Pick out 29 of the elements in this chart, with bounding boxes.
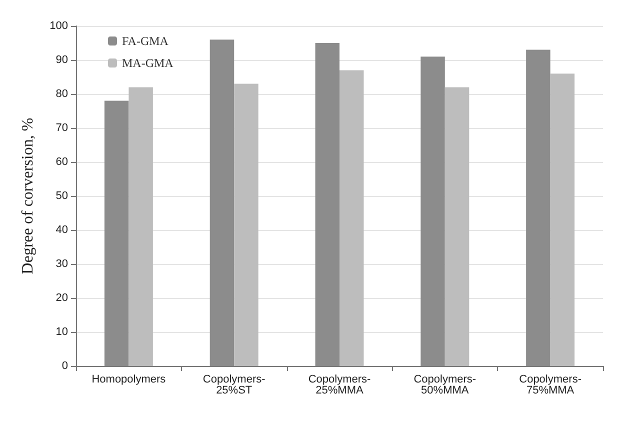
x-tick-label: Copolymers-25%MMA [308,374,372,396]
x-tick-label: Copolymers-25%ST [202,374,266,396]
y-tick-label: 30 [56,258,68,270]
y-tick-label: 10 [56,326,68,338]
bar [550,74,575,366]
legend-label: MA-GMA [122,56,174,70]
y-tick-label: 50 [56,190,68,202]
y-tick-label: 40 [56,224,68,236]
bar [340,70,364,366]
y-tick-label: 100 [50,20,68,32]
bar [104,100,129,366]
y-tick-label: 80 [56,88,68,100]
legend-label: FA-GMA [122,34,169,48]
y-tick-label: 70 [56,122,68,134]
bar [128,87,153,366]
y-tick-label: 0 [62,360,68,372]
bar [444,87,470,366]
x-tick-label: Copolymers-75%MMA [519,374,582,396]
y-axis-title: Degree of corversion, % [20,118,36,274]
bar [420,56,445,366]
x-tick-label: Homopolymers [92,374,166,386]
bar [234,84,258,366]
y-tick-label: 60 [56,156,68,168]
x-tick-label: Copolymers-50%MMA [414,374,476,396]
y-tick-label: 20 [56,292,68,304]
y-tick-label: 90 [56,54,68,66]
bar [315,43,340,366]
bar [526,50,550,366]
bar [210,40,234,366]
